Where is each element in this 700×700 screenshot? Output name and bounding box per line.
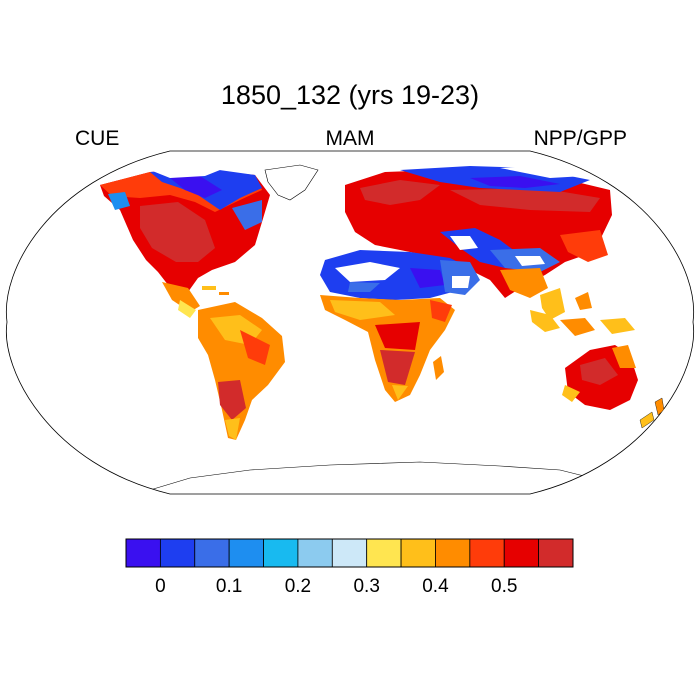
colorbar-cell [125, 538, 161, 568]
units-label: NPP/GPP [533, 127, 627, 150]
africa-region [320, 295, 455, 402]
colorbar-tick-label: 0 [155, 576, 166, 597]
new-zealand-region [639, 397, 665, 429]
colorbar-cell [366, 538, 402, 568]
north-africa-region [320, 250, 480, 300]
colorbar-frame [125, 538, 574, 568]
colorbar-tick-label: 0.2 [284, 576, 312, 597]
colorbar-cell [194, 538, 230, 568]
colorbar-tick-label: 0.3 [353, 576, 380, 597]
south-america-region [198, 302, 285, 440]
colorbar-cell [538, 538, 574, 568]
colorbar-cell [400, 538, 436, 568]
colorbar-cell [435, 538, 471, 568]
colorbar-cell [297, 538, 333, 568]
north-america-region [100, 160, 270, 318]
australia-region [562, 345, 638, 410]
greenland-region [264, 164, 319, 201]
caribbean-region [202, 286, 229, 295]
colorbar-cell [469, 538, 505, 568]
season-label: MAM [325, 127, 375, 150]
colorbar-cell [159, 538, 196, 568]
eurasia-region [345, 165, 612, 320]
madagascar-region [433, 356, 444, 380]
colorbar-tick-label: 0.5 [491, 576, 518, 597]
southeast-asia-region [530, 292, 635, 336]
colorbar-tick-label: 0.4 [422, 576, 449, 597]
colorbar-cell [228, 538, 264, 568]
colorbar-cell [503, 538, 540, 568]
colorbar-cell [263, 538, 299, 568]
colorbar-cell [331, 538, 368, 568]
map-title: 1850_132 (yrs 19-23) [220, 80, 480, 110]
colorbar-tick-label: 0.1 [215, 576, 243, 597]
variable-label: CUE [75, 127, 120, 150]
colorbar [125, 538, 574, 568]
